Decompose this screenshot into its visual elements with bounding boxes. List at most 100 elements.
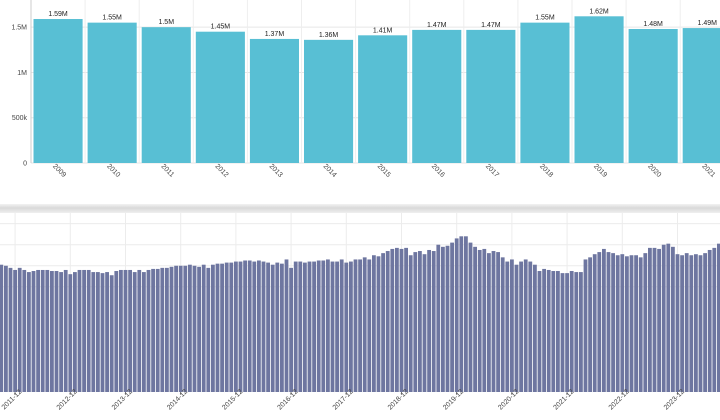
monthly-bar (0, 264, 4, 392)
monthly-bar (105, 272, 109, 392)
monthly-bar (169, 266, 174, 392)
monthly-bar (592, 254, 597, 392)
monthly-bar (307, 261, 312, 392)
monthly-bar (8, 267, 13, 392)
monthly-bar (496, 252, 500, 392)
monthly-bar (464, 236, 468, 392)
monthly-bar (50, 271, 54, 392)
x-tick-label: 2020 (646, 163, 662, 179)
monthly-bar (160, 267, 165, 392)
monthly-bar (119, 269, 123, 392)
monthly-bar (275, 262, 280, 392)
y-tick-label: 500k (12, 115, 28, 122)
monthly-bar-chart: 2011-12 2012-12 2013-12 2014-12 2015-12 2016-… (0, 213, 720, 412)
monthly-bar (583, 259, 588, 392)
monthly-bar (427, 249, 431, 392)
monthly-bar (556, 271, 560, 392)
monthly-bar (178, 265, 183, 392)
monthly-bar (54, 271, 59, 392)
bar-2011 (141, 27, 191, 163)
monthly-bar (257, 260, 261, 392)
monthly-bar (602, 248, 606, 392)
monthly-bar (487, 253, 491, 392)
monthly-bar (82, 269, 86, 392)
monthly-bar (473, 246, 477, 392)
monthly-bar (385, 251, 390, 392)
monthly-bar (413, 252, 418, 392)
bar-2016 (412, 29, 462, 164)
monthly-bar-chart-panel: 2011-12 2012-12 2013-12 2014-12 2015-12 2016-… (0, 213, 720, 420)
monthly-bar (514, 264, 519, 392)
bar-2021 (682, 28, 720, 164)
x-tick-label: 2012 (213, 163, 229, 179)
monthly-bar (638, 257, 643, 392)
monthly-bar (215, 263, 220, 392)
panel-divider[interactable] (0, 204, 720, 213)
monthly-bar (675, 254, 680, 392)
monthly-bar (436, 244, 441, 392)
x-tick-label: 2019 (592, 163, 608, 179)
monthly-bar (367, 259, 372, 392)
x-tick-label: 2018 (538, 163, 554, 179)
y-tick-label: 0 (23, 161, 27, 168)
monthly-bar (500, 257, 505, 392)
monthly-bar (266, 262, 270, 392)
monthly-bar (114, 271, 119, 392)
monthly-bar (243, 260, 247, 392)
monthly-bar (155, 268, 160, 392)
x-tick-label: 2014 (322, 163, 338, 179)
bar-value-label: 1.41M (373, 27, 393, 34)
bar-value-label: 1.49M (698, 20, 718, 27)
monthly-bar (123, 269, 128, 392)
monthly-bar (445, 245, 450, 392)
monthly-bar (201, 264, 206, 392)
monthly-bar (358, 259, 362, 392)
monthly-bar (505, 261, 510, 392)
monthly-bar (31, 271, 36, 392)
x-tick-label: 2016 (430, 163, 446, 179)
monthly-bar (579, 272, 583, 392)
monthly-bar (229, 262, 234, 392)
monthly-bar (661, 244, 666, 392)
monthly-bar (454, 238, 459, 392)
bar-2014 (304, 39, 354, 163)
monthly-bar (381, 253, 385, 392)
monthly-bar (192, 265, 197, 392)
monthly-bar (671, 246, 675, 392)
monthly-bar (289, 267, 293, 392)
monthly-bar (422, 254, 427, 392)
monthly-bar (316, 260, 321, 392)
monthly-bar (174, 265, 178, 392)
monthly-bar (707, 249, 712, 392)
bar-2020 (628, 28, 678, 163)
monthly-bar (312, 261, 316, 392)
monthly-bar (4, 265, 8, 392)
monthly-bar (151, 268, 155, 392)
monthly-bar (45, 269, 50, 392)
monthly-bar (395, 247, 399, 392)
monthly-bar (399, 248, 404, 392)
monthly-bar (666, 243, 671, 392)
monthly-bar (73, 272, 77, 392)
monthly-bar (40, 269, 45, 392)
monthly-bar (459, 236, 464, 392)
monthly-bar (620, 254, 625, 392)
bar-value-label: 1.47M (427, 22, 447, 29)
monthly-bar (165, 267, 169, 392)
y-tick-label: 1.5M (11, 25, 27, 32)
x-tick-label: 2009 (51, 163, 67, 179)
monthly-bar (247, 260, 252, 392)
monthly-bar (27, 272, 31, 392)
monthly-bar (362, 257, 367, 392)
bar-2012 (195, 31, 245, 164)
bar-value-label: 1.48M (643, 21, 663, 28)
monthly-bar (142, 272, 146, 392)
annual-bar-chart-panel: 0 500k 1M 1.5M 1.59M 2009 1.55M 2010 1.5M 2011 1.4… (0, 0, 720, 204)
monthly-bar (537, 271, 542, 392)
monthly-bar (523, 259, 528, 392)
monthly-bar (684, 253, 689, 392)
monthly-bar (482, 248, 487, 392)
monthly-bar (569, 271, 574, 392)
monthly-bar (597, 252, 602, 392)
monthly-bar (36, 269, 40, 392)
